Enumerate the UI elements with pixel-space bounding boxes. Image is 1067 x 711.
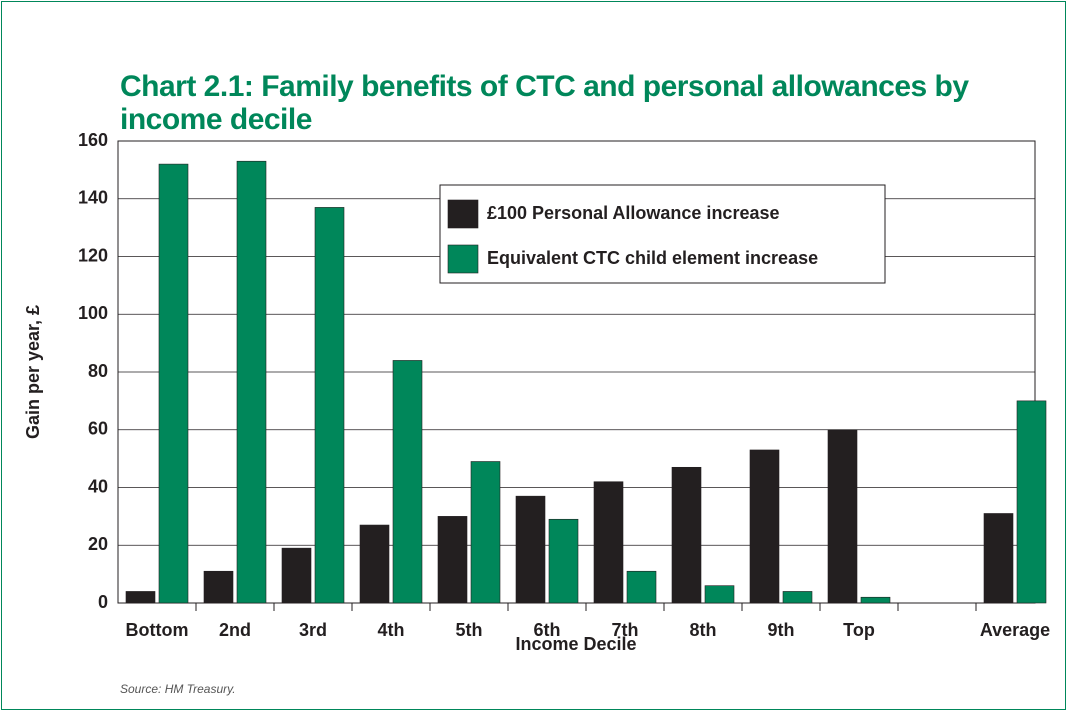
x-tick-label: Top xyxy=(843,620,875,640)
bar xyxy=(281,547,312,604)
bar xyxy=(749,449,780,604)
bar xyxy=(158,163,189,604)
bar xyxy=(626,570,657,604)
y-axis-label: Gain per year, £ xyxy=(23,305,43,439)
bar xyxy=(548,518,579,604)
bar xyxy=(470,461,501,604)
bar xyxy=(827,429,858,604)
bar xyxy=(1016,400,1047,604)
y-tick-label: 80 xyxy=(88,361,108,381)
bar xyxy=(671,466,702,604)
legend-swatch xyxy=(447,244,479,274)
bar xyxy=(704,585,735,604)
bar xyxy=(236,160,267,604)
bar xyxy=(314,207,345,604)
bar xyxy=(860,596,891,604)
legend-label: Equivalent CTC child element increase xyxy=(487,248,818,268)
x-tick-label: 5th xyxy=(456,620,483,640)
bar xyxy=(125,591,156,604)
y-tick-label: 20 xyxy=(88,534,108,554)
bar xyxy=(782,591,813,604)
x-tick-label: 6th xyxy=(534,620,561,640)
y-tick-label: 160 xyxy=(78,130,108,150)
legend-swatch xyxy=(447,199,479,229)
bar xyxy=(437,516,468,604)
legend-box xyxy=(439,184,886,284)
bar xyxy=(515,495,546,604)
x-tick-label: Average xyxy=(980,620,1050,640)
x-tick-label: 8th xyxy=(690,620,717,640)
bar xyxy=(983,513,1014,604)
y-tick-label: 60 xyxy=(88,419,108,439)
y-tick-label: 120 xyxy=(78,245,108,265)
chart-title: Chart 2.1: Family benefits of CTC and pe… xyxy=(120,70,969,136)
x-tick-label: 3rd xyxy=(299,620,327,640)
bar xyxy=(359,524,390,604)
legend-label: £100 Personal Allowance increase xyxy=(487,203,780,223)
x-tick-label: 4th xyxy=(378,620,405,640)
y-tick-label: 100 xyxy=(78,303,108,323)
bar xyxy=(203,570,234,604)
x-axis-label: Income Decile xyxy=(515,634,636,654)
x-tick-label: 9th xyxy=(768,620,795,640)
y-tick-label: 140 xyxy=(78,188,108,208)
source: Source: HM Treasury. xyxy=(120,682,236,696)
bar xyxy=(593,481,624,604)
y-tick-label: 40 xyxy=(88,476,108,496)
x-tick-label: 7th xyxy=(612,620,639,640)
y-tick-label: 0 xyxy=(98,592,108,612)
x-tick-label: Bottom xyxy=(126,620,189,640)
bar xyxy=(392,360,423,604)
x-tick-label: 2nd xyxy=(219,620,251,640)
